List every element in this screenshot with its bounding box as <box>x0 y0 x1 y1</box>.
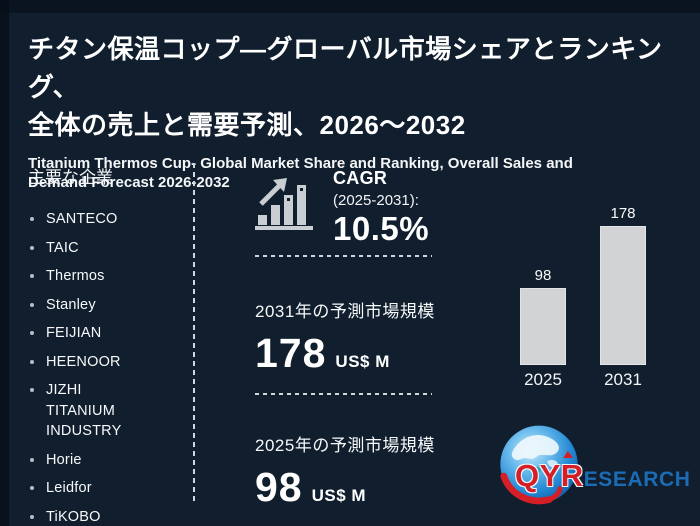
company-list: SANTECO TAIC Thermos Stanley FEIJIAN HEENOOR J… <box>28 209 183 526</box>
bullet-icon <box>30 331 34 335</box>
page-subtitle: Titanium Thermos Cup- Global Market Shar… <box>28 154 678 192</box>
company-item: TAIC <box>28 238 183 259</box>
bar-group: 178 2031 <box>600 205 646 390</box>
forecast-2025-label: 2025年の予測市場規模 <box>255 436 435 455</box>
company-name: SANTECO <box>46 211 118 227</box>
company-name: Stanley <box>46 296 96 313</box>
bar <box>600 226 646 365</box>
horizontal-dashed-divider-2 <box>255 393 432 395</box>
qyresearch-logo: QYR ESEARCH <box>494 417 694 517</box>
bar-chart: 98 2025 178 2031 <box>500 199 670 390</box>
bullet-icon <box>30 388 34 392</box>
logo-esearch-text: ESEARCH <box>583 468 691 491</box>
company-item: TiKOBO <box>28 507 183 526</box>
page-title: チタン保温コップ—グローバル市場シェアとランキング、 全体の売上と需要予測、20… <box>28 30 678 144</box>
company-item: Horie <box>28 450 183 471</box>
bullet-icon <box>30 514 34 519</box>
vertical-dashed-divider <box>193 163 195 504</box>
key-companies-heading: 主要な企業 <box>28 168 113 187</box>
bar-category-label: 2025 <box>524 370 562 389</box>
bar-value-label: 178 <box>610 205 636 222</box>
forecast-2031-value-row: 178 US$ M <box>255 330 390 377</box>
company-name: Horie <box>46 451 82 468</box>
left-edge-strip <box>0 0 9 526</box>
company-item: SANTECO <box>28 209 183 230</box>
growth-chart-icon <box>255 178 313 230</box>
company-name: HEENOOR <box>46 353 121 370</box>
page-title-line1: チタン保温コップ—グローバル市場シェアとランキング、 <box>28 34 663 102</box>
forecast-2025-value-row: 98 US$ M <box>255 464 366 511</box>
bullet-icon <box>30 245 34 250</box>
company-name: FEIJIAN <box>46 325 102 341</box>
key-companies-panel: 主要な企業 SANTECO TAIC Thermos Stanley FEIJIAN HE… <box>28 163 183 526</box>
bullet-icon <box>30 359 34 364</box>
page-subtitle-line1: Titanium Thermos Cup- Global Market Shar… <box>28 155 573 172</box>
forecast-2031-label: 2031年の予測市場規模 <box>255 302 435 321</box>
bar-category-label: 2031 <box>604 370 642 389</box>
horizontal-dashed-divider-1 <box>255 255 432 257</box>
company-name: Leidfor <box>46 480 92 496</box>
bullet-icon <box>30 302 34 307</box>
globe-icon <box>500 425 578 505</box>
bullet-icon <box>30 457 34 462</box>
cagr-period: (2025-2031): <box>333 192 419 209</box>
company-name: TiKOBO <box>46 508 101 525</box>
header: チタン保温コップ—グローバル市場シェアとランキング、 全体の売上と需要予測、20… <box>28 30 678 192</box>
page-subtitle-line2: Demand Forecast 2026-2032 <box>28 174 230 191</box>
cagr-text: CAGR (2025-2031): 10.5% <box>333 168 429 248</box>
bar-value-label: 98 <box>534 267 552 284</box>
company-name: TAIC <box>46 239 79 256</box>
top-edge-strip <box>0 0 700 13</box>
cagr-block: CAGR (2025-2031): 10.5% <box>253 168 429 248</box>
bar <box>520 288 566 365</box>
company-item: Leidfor <box>28 478 183 499</box>
logo-y-accent <box>562 450 574 459</box>
company-name: Thermos <box>46 268 105 284</box>
company-item: Stanley <box>28 295 183 316</box>
logo-qyr-text: QYR <box>515 458 584 493</box>
bullet-icon <box>30 274 34 278</box>
page-title-line2: 全体の売上と需要予測、2026～2032 <box>28 110 466 140</box>
logo-wordmark: QYR ESEARCH <box>515 450 691 494</box>
bullet-icon <box>30 217 34 221</box>
company-item: JIZHI TITANIUM INDUSTRY <box>28 380 183 442</box>
company-name: JIZHI TITANIUM INDUSTRY <box>46 382 122 439</box>
cagr-label: CAGR <box>333 168 388 188</box>
company-item: Thermos <box>28 266 183 287</box>
forecast-2025-value: 98 <box>255 464 303 510</box>
forecast-2031-value: 178 <box>255 330 327 376</box>
bullet-icon <box>30 486 34 490</box>
bar-group: 98 2025 <box>520 267 566 390</box>
cagr-value: 10.5% <box>333 210 430 247</box>
forecast-2025-unit: US$ M <box>311 486 367 505</box>
company-item: HEENOOR <box>28 352 183 373</box>
company-item: FEIJIAN <box>28 323 183 344</box>
forecast-2031-unit: US$ M <box>335 352 390 371</box>
